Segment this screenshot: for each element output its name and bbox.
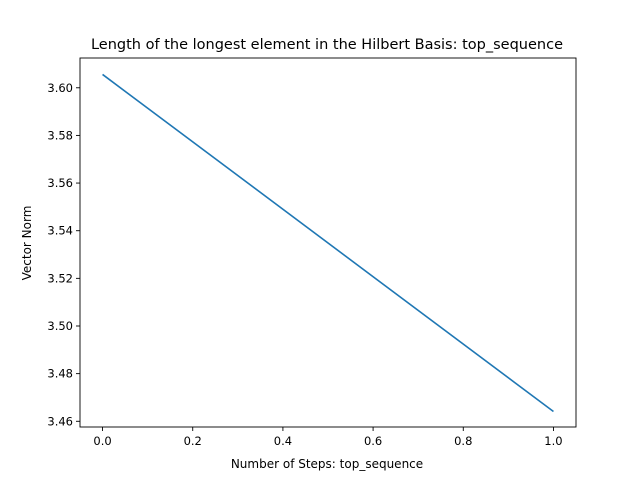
x-tick-label: 0.2	[184, 434, 202, 448]
y-tick-label: 3.54	[47, 224, 73, 238]
x-tick-label: 0.6	[364, 434, 382, 448]
y-tick-label: 3.50	[47, 319, 73, 333]
series-line-0	[102, 73, 554, 413]
x-axis-label: Number of Steps: top_sequence	[231, 457, 423, 471]
x-axis-ticks: 0.0 0.2 0.4 0.6 0.8 1.0	[93, 427, 563, 448]
y-tick-label: 3.58	[47, 128, 73, 142]
axes-frame	[79, 57, 577, 428]
y-tick-label: 3.56	[47, 176, 73, 190]
y-tick-label: 3.48	[47, 367, 73, 381]
y-tick-label: 3.52	[47, 271, 73, 285]
plot-area	[79, 57, 577, 428]
x-tick-label: 0.8	[454, 434, 472, 448]
y-tick-label: 3.46	[47, 414, 73, 428]
x-tick-label: 0.4	[274, 434, 292, 448]
x-tick-label: 1.0	[544, 434, 562, 448]
x-tick-label: 0.0	[93, 434, 111, 448]
y-axis-ticks: 3.46 3.48 3.50 3.52 3.54 3.56 3.58 3.60	[47, 81, 80, 428]
y-tick-label: 3.60	[47, 81, 73, 95]
chart-title: Length of the longest element in the Hil…	[91, 37, 563, 53]
y-axis-label: Vector Norm	[20, 206, 34, 281]
